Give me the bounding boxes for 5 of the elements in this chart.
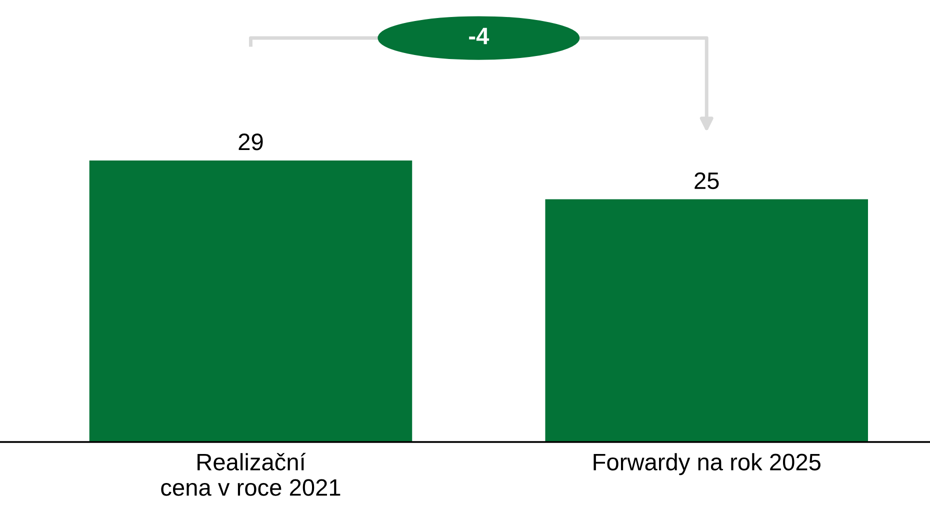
data-label: 29 — [238, 134, 263, 150]
text: -4 — [469, 28, 490, 44]
data-label: 25 — [694, 172, 719, 190]
x-tick-label: Forwardy na rok 2025 — [594, 453, 820, 476]
x-tick-label: Realizační cena v roce 2021 — [161, 452, 340, 496]
